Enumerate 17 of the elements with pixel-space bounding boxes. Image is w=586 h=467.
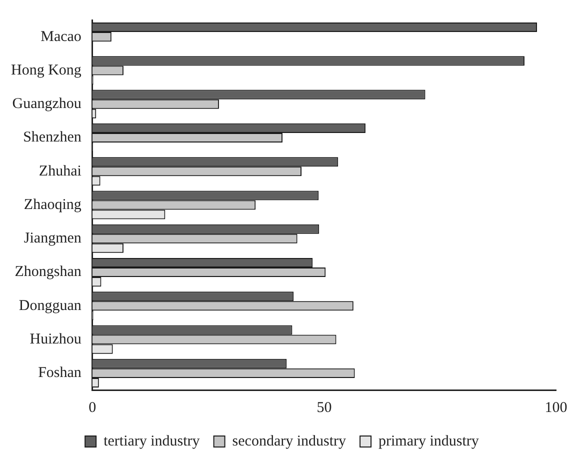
y-tick-label: Dongguan [18, 298, 82, 314]
y-tick-label: Jiangmen [24, 230, 82, 247]
y-tick-label: Hong Kong [10, 62, 82, 78]
legend-label: secondary industry [232, 433, 347, 450]
y-tick-label: Huizhou [30, 331, 82, 348]
y-tick-label: Guangzhou [12, 96, 82, 112]
y-tick-label: Zhongshan [14, 264, 82, 280]
x-tick-label: 50 [316, 400, 332, 416]
y-tick-label: Shenzhen [23, 130, 82, 146]
y-tick-label: Zhaoqing [24, 196, 82, 213]
legend-label: tertiary industry [104, 433, 200, 450]
y-tick-label: Zhuhai [38, 163, 82, 180]
legend-label: primary industry [378, 433, 480, 450]
y-tick-label: Foshan [38, 365, 82, 382]
y-tick-label: Macao [40, 28, 82, 45]
x-tick-label: 100 [544, 400, 568, 416]
x-tick-label: 0 [88, 400, 96, 416]
